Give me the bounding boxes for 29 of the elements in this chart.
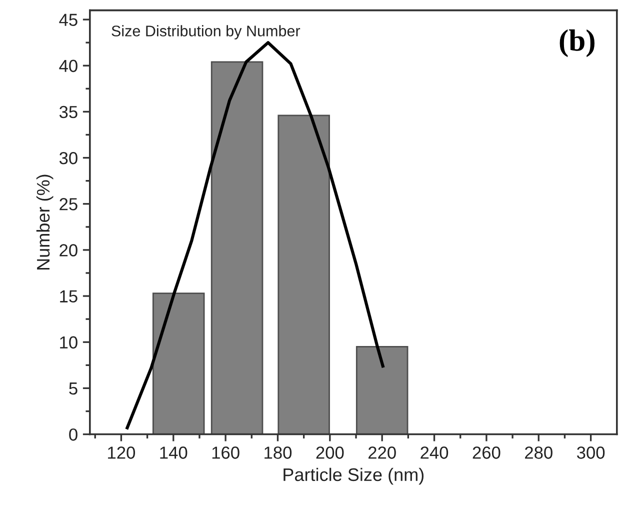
x-tick-label: 120 [108, 446, 136, 459]
y-tick-label: 40 [59, 60, 78, 72]
y-tick-label: 10 [60, 336, 78, 349]
y-axis-title: Number (%) [36, 174, 54, 270]
annotation: Size Distribution by Number [112, 25, 300, 40]
x-tick-label: 220 [368, 446, 396, 459]
y-tick-label: 15 [60, 290, 78, 302]
y-tick-label: 25 [60, 198, 78, 210]
x-tick-label: 200 [316, 446, 344, 459]
bar [152, 292, 205, 434]
y-tick-label: 20 [60, 244, 78, 256]
x-axis-title: Particle Size (nm) [284, 468, 424, 485]
bar [210, 61, 264, 434]
bar [356, 346, 408, 434]
x-tick-label: 180 [264, 446, 292, 459]
x-tick-label: 140 [160, 446, 188, 459]
x-tick-label: 160 [212, 446, 240, 459]
x-tick-label: 300 [576, 446, 605, 459]
y-tick-label: 45 [59, 14, 78, 26]
bar [278, 114, 330, 434]
y-tick-label: 30 [59, 152, 78, 164]
y-tick-label: 0 [69, 428, 78, 441]
y-tick-label: 5 [69, 382, 78, 395]
x-tick-label: 280 [525, 446, 552, 459]
y-tick-label: 35 [59, 106, 78, 118]
x-tick-label: 240 [420, 446, 448, 459]
line-series [126, 41, 384, 430]
annotation: (b) [560, 29, 594, 58]
x-tick-label: 260 [472, 446, 500, 459]
